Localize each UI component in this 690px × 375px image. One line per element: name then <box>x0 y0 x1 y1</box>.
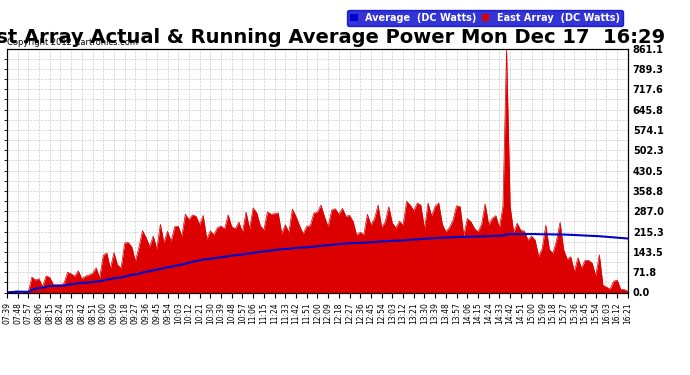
Legend: Average  (DC Watts), East Array  (DC Watts): Average (DC Watts), East Array (DC Watts… <box>347 10 623 26</box>
Text: Copyright 2012 Cartronics.com: Copyright 2012 Cartronics.com <box>7 38 138 47</box>
Title: East Array Actual & Running Average Power Mon Dec 17  16:29: East Array Actual & Running Average Powe… <box>0 28 665 47</box>
